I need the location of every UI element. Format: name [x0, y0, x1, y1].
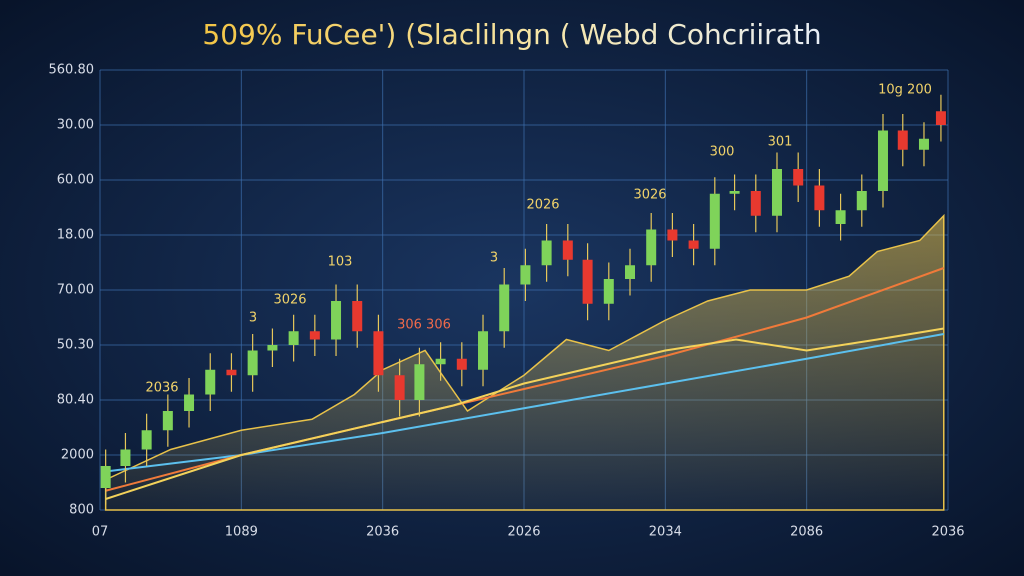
- chart-title: 509% FuCee') (Slaclilngn ( Webd Cohcriir…: [202, 18, 821, 51]
- y-tick-label: 80.40: [57, 393, 94, 408]
- candle-body: [667, 229, 678, 241]
- candle-body: [793, 169, 804, 186]
- annotation: 103: [328, 255, 353, 270]
- candle-body: [184, 394, 195, 411]
- candle-body: [520, 265, 531, 285]
- y-tick-label: 800: [69, 503, 94, 518]
- y-tick-label: 50.30: [57, 338, 94, 353]
- x-tick-label: 2036: [931, 525, 964, 540]
- candle-body: [646, 229, 657, 266]
- candle-body: [456, 358, 467, 370]
- candle-body: [435, 358, 446, 365]
- candle-body: [935, 111, 946, 125]
- candle-body: [750, 191, 761, 216]
- annotation: 300: [710, 145, 735, 160]
- x-tick-label: 2036: [366, 525, 399, 540]
- annotation: 2036: [145, 381, 178, 396]
- candle-body: [247, 350, 258, 376]
- candle-body: [814, 185, 825, 211]
- y-tick-label: 70.00: [57, 283, 94, 298]
- annotation: 3: [249, 311, 257, 326]
- candle-body: [856, 191, 867, 211]
- line: [105, 327, 944, 500]
- candle-body: [918, 138, 929, 150]
- y-tick-label: 18.00: [57, 228, 94, 243]
- annotation: 3026: [633, 188, 666, 203]
- candle-body: [205, 369, 216, 395]
- candle-body: [541, 240, 552, 266]
- candle-body: [331, 301, 342, 340]
- candle-body: [582, 259, 593, 304]
- candle-body: [394, 375, 405, 400]
- annotation: 3026: [273, 293, 306, 308]
- x-tick-label: 07: [92, 525, 109, 540]
- candle-body: [309, 331, 320, 340]
- candle-body: [162, 411, 173, 431]
- candle-body: [352, 301, 363, 332]
- candle-body: [478, 331, 489, 370]
- candle-body: [625, 265, 635, 279]
- candle-body: [100, 466, 111, 488]
- candle-body: [120, 449, 131, 466]
- y-tick-label: 30.00: [57, 118, 94, 133]
- annotation: 301: [768, 135, 793, 150]
- area: [104, 213, 945, 511]
- annotations: 2036 3026 3 103 306 306 3 2026 3026 300 …: [145, 83, 931, 396]
- candle-body: [835, 210, 846, 224]
- candle-body: [141, 430, 152, 450]
- candle-body: [897, 130, 908, 150]
- candle-body: [771, 169, 782, 216]
- candle-body: [603, 279, 614, 304]
- candle-body: [709, 193, 720, 249]
- candle-body: [729, 191, 740, 194]
- annotation: 3: [490, 251, 498, 266]
- candle-body: [288, 331, 299, 345]
- x-tick-label: 2086: [790, 525, 823, 540]
- candle-body: [373, 331, 384, 376]
- candle-body: [688, 240, 699, 249]
- x-tick-label: 2034: [649, 525, 682, 540]
- candle-body: [226, 369, 237, 376]
- candle-body: [562, 240, 573, 260]
- x-tick-label: 1089: [225, 525, 258, 540]
- y-tick-label: 560.80: [49, 63, 95, 78]
- y-tick-label: 2000: [61, 448, 94, 463]
- candle-body: [499, 284, 510, 332]
- annotation: 2026: [526, 198, 559, 213]
- annotation: 306 306: [397, 318, 451, 333]
- annotation: 10g 200: [878, 83, 932, 98]
- candle-body: [877, 130, 888, 191]
- y-tick-label: 60.00: [57, 173, 94, 188]
- candle-body: [414, 364, 425, 400]
- candle-body: [267, 345, 278, 351]
- x-tick-label: 2026: [507, 525, 540, 540]
